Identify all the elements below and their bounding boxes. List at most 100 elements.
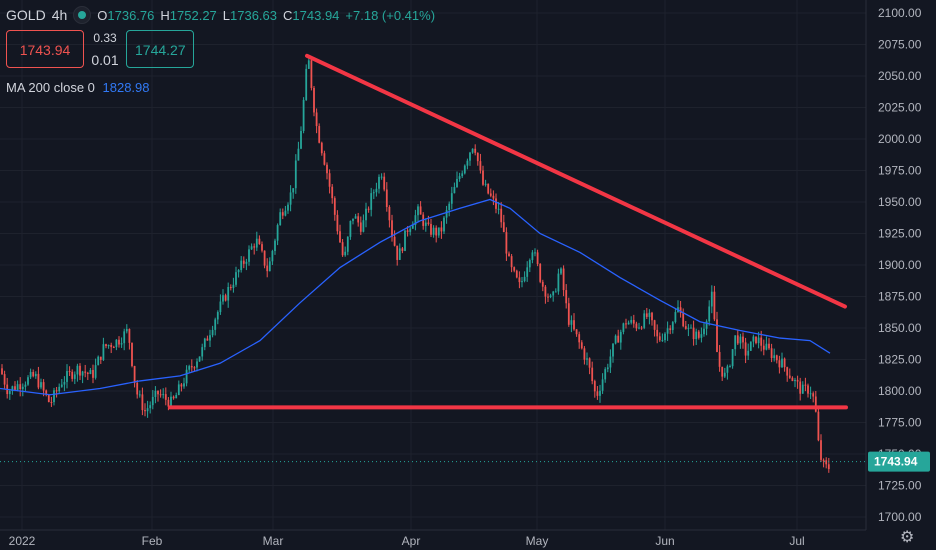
candle [81, 370, 84, 384]
time-tick-label: Feb [142, 534, 163, 548]
candle [339, 224, 341, 243]
candle [292, 188, 295, 199]
candle-body [235, 272, 237, 285]
candle [388, 205, 391, 228]
candle [575, 329, 578, 337]
candle [765, 336, 768, 351]
ma-indicator-legend[interactable]: MA 200 close 0 1828.98 [6, 80, 150, 95]
candle-body [736, 335, 739, 344]
price-tick-label: 1775.00 [878, 416, 922, 430]
candle [736, 330, 739, 345]
candle [229, 284, 232, 291]
candle [102, 337, 105, 361]
candle-body [63, 381, 66, 385]
candle [578, 331, 581, 349]
candle-body [682, 313, 685, 327]
candle-body [502, 222, 505, 233]
candle [157, 390, 159, 402]
candle [393, 230, 396, 247]
candle-body [68, 371, 71, 373]
candle-body [656, 329, 659, 337]
candle-body [801, 384, 804, 394]
candle [68, 366, 71, 377]
candle-body [102, 344, 105, 360]
candle [398, 243, 401, 261]
candle-body [565, 290, 568, 304]
candle-body [391, 220, 393, 237]
candle-body [669, 328, 672, 331]
candle-body [788, 375, 791, 378]
candle [372, 189, 375, 200]
candle [791, 376, 794, 382]
spread-display: 0.33 0.01 [88, 31, 122, 67]
candle-body [320, 142, 323, 154]
candle [788, 368, 791, 379]
candle-body [333, 198, 336, 215]
candle [107, 344, 110, 349]
candle-body [401, 248, 404, 251]
candle [27, 375, 29, 386]
candle-body [539, 263, 542, 282]
candle [645, 307, 648, 319]
interval-label[interactable]: 4h [51, 7, 68, 23]
candle [708, 300, 711, 326]
candle-body [500, 208, 503, 223]
symbol-name[interactable]: GOLD [6, 7, 46, 23]
candle-body [112, 347, 115, 349]
candle-body [92, 370, 94, 378]
candle [201, 343, 204, 361]
candle-body [315, 112, 318, 127]
candle [617, 329, 620, 343]
candle [401, 247, 404, 254]
candle-body [809, 393, 812, 395]
candle-body [37, 373, 40, 388]
candle-body [471, 148, 474, 153]
candle-body [773, 355, 776, 359]
settings-gear-icon[interactable]: ⚙ [900, 529, 915, 546]
candle-body [601, 379, 604, 391]
candle-body [627, 322, 630, 325]
candle [700, 327, 703, 343]
candle-body [237, 270, 240, 273]
candle-body [508, 253, 510, 257]
candle [123, 328, 126, 351]
candle-body [671, 322, 674, 331]
buy-button[interactable]: 1744.27 [126, 30, 194, 68]
candle-body [378, 176, 380, 189]
candle [112, 345, 115, 349]
candle [796, 375, 799, 389]
sell-button[interactable]: 1743.94 [6, 30, 84, 68]
candle-body [544, 286, 547, 297]
candle [515, 269, 518, 279]
candle-body [632, 319, 635, 324]
candle-body [14, 386, 16, 390]
candle-body [630, 319, 633, 323]
candle-body [250, 246, 253, 250]
candle [476, 152, 479, 166]
candle [822, 458, 825, 468]
candle [92, 364, 94, 384]
candle-body [86, 372, 89, 375]
candle [474, 144, 477, 156]
candle [19, 377, 22, 397]
candle [216, 310, 219, 325]
candle [586, 352, 588, 366]
candle [300, 126, 302, 150]
candle [513, 266, 516, 273]
symbol-legend: GOLD 4h O1736.76 H1752.27 L1736.63 C1743… [6, 6, 435, 24]
candle [375, 182, 378, 197]
candle-body [817, 411, 820, 441]
candle [528, 258, 531, 273]
market-status-icon [73, 6, 92, 24]
candle [653, 319, 656, 337]
candle [716, 311, 718, 353]
candle-body [211, 329, 214, 336]
candle-body [549, 295, 552, 298]
candle-body [128, 328, 131, 343]
candle-body [661, 340, 664, 342]
candle [614, 334, 617, 345]
candle [710, 285, 713, 314]
candle-body [305, 68, 308, 100]
candle-body [432, 227, 435, 235]
